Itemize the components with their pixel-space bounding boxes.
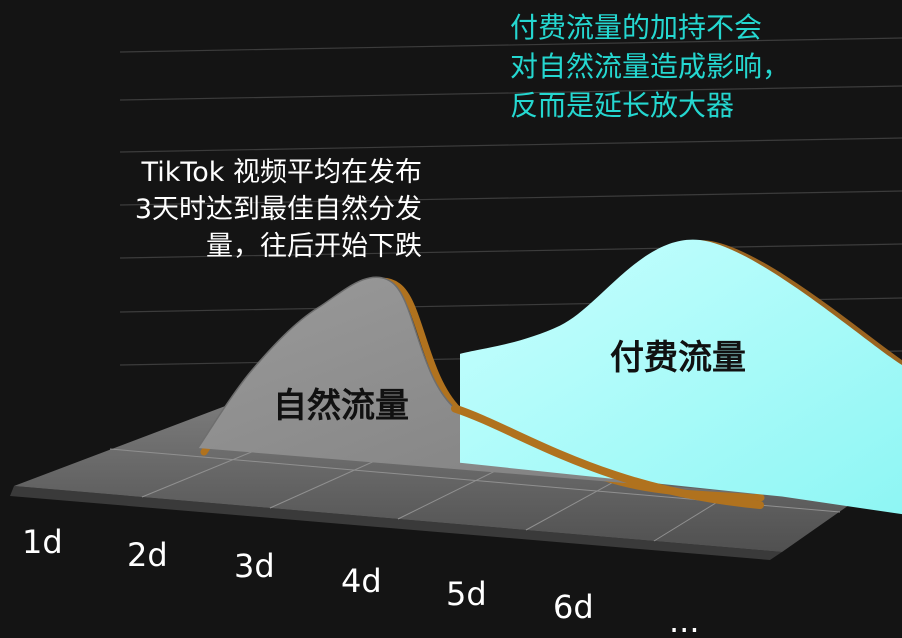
x-tick-7: ... [669, 602, 700, 638]
annotation-left: TikTok 视频平均在发布 3天时达到最佳自然分发 量，往后开始下跌 [134, 157, 422, 262]
series-label-paid: 付费流量 [610, 338, 746, 378]
gridline-1 [119, 37, 902, 53]
gridline-5 [119, 243, 902, 259]
organic-tail [451, 404, 764, 509]
x-tick-4: 4d [341, 562, 382, 600]
x-tick-5: 5d [446, 575, 487, 613]
chart-areas [197, 239, 902, 515]
area-organic [198, 277, 755, 494]
x-tick-6: 6d [553, 588, 594, 626]
annotation-right: 付费流量的加持不会 对自然流量造成影响， 反而是延长放大器 [510, 11, 791, 122]
gridline-2 [119, 85, 902, 101]
x-tick-1: 1d [22, 523, 63, 561]
floor-front-edge [10, 486, 782, 560]
gridline-4 [119, 190, 902, 206]
background-gridlines [119, 37, 902, 366]
gridline-3 [119, 137, 902, 153]
x-tick-3: 3d [234, 547, 275, 585]
x-tick-2: 2d [127, 536, 168, 574]
x-axis-ticks: 1d 2d 3d 4d 5d 6d... [22, 523, 700, 638]
series-label-organic: 自然流量 [273, 386, 409, 426]
area-paid [460, 239, 902, 515]
